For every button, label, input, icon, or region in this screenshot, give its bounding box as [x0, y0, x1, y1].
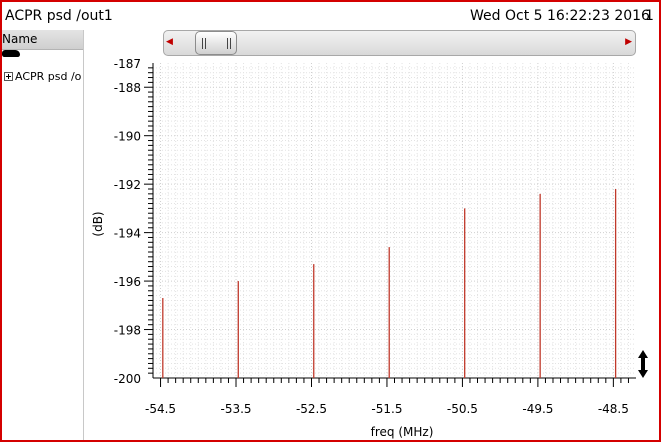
- mouse-cursor-icon: [2, 50, 20, 57]
- y-tick-label: -196: [114, 275, 141, 289]
- axes: [144, 63, 636, 387]
- grip-line-icon: [230, 38, 231, 49]
- grid: [153, 63, 636, 378]
- scroll-thumb[interactable]: [195, 31, 237, 55]
- grip-line-icon: [227, 38, 228, 49]
- y-tick-label: -188: [114, 81, 141, 95]
- x-tick-label: -50.5: [447, 402, 478, 416]
- y-tick-label: -190: [114, 130, 141, 144]
- trace-layer: [162, 189, 617, 378]
- y-tick-label: -192: [114, 178, 141, 192]
- x-tick-label: -53.5: [220, 402, 251, 416]
- x-tick-label: -51.5: [371, 402, 402, 416]
- browser-panel: Name ACPR psd /o: [2, 30, 84, 440]
- window-title: ACPR psd /out1: [5, 8, 113, 24]
- vertical-resize-icon[interactable]: [638, 350, 648, 378]
- page-number: 1: [645, 8, 654, 24]
- grip-line-icon: [205, 38, 206, 49]
- tick-labels: -54.5 -53.5 -52.5 -51.5 -50.5 -49.5 -48.5 -187 -…: [114, 57, 629, 416]
- scroll-right-arrow-icon[interactable]: ▶: [625, 37, 632, 47]
- x-tick-label: -54.5: [145, 402, 176, 416]
- y-tick-label: -187: [114, 57, 141, 71]
- x-axis-label: freq (MHz): [371, 425, 434, 439]
- window-header: ACPR psd /out1 Wed Oct 5 16:22:23 2016 1: [2, 2, 659, 30]
- expand-plus-icon[interactable]: [4, 72, 13, 81]
- tree-item-acpr-psd[interactable]: ACPR psd /o: [4, 70, 84, 84]
- x-tick-label: -49.5: [522, 402, 553, 416]
- y-tick-label: -194: [114, 227, 141, 241]
- tree-item-label: ACPR psd /o: [15, 70, 82, 83]
- scroll-left-arrow-icon[interactable]: ◀: [166, 37, 173, 47]
- y-axis-label: (dB): [91, 211, 105, 236]
- y-tick-label: -198: [114, 324, 141, 338]
- x-tick-label: -52.5: [296, 402, 327, 416]
- horizontal-scrollbar[interactable]: ◀ ▶: [163, 30, 636, 56]
- timestamp-label: Wed Oct 5 16:22:23 2016: [470, 8, 650, 24]
- grip-line-icon: [202, 38, 203, 49]
- x-tick-label: -48.5: [598, 402, 629, 416]
- name-column-header[interactable]: Name: [2, 30, 83, 50]
- name-column-label: Name: [2, 32, 38, 46]
- y-tick-label: -200: [114, 372, 141, 386]
- plot-area: -54.5 -53.5 -52.5 -51.5 -50.5 -49.5 -48.5 -187 -…: [91, 57, 636, 439]
